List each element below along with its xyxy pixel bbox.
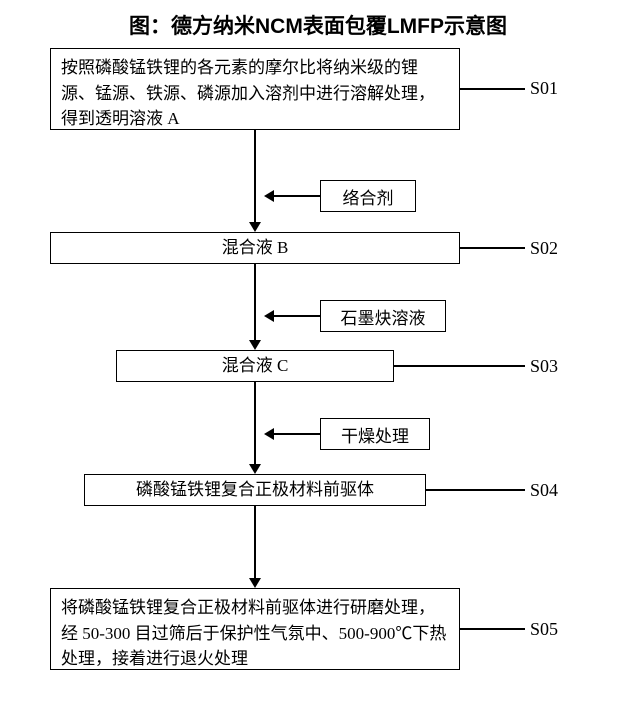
v-arrow-0-head [249,222,261,232]
v-arrow-3-head [249,578,261,588]
side-arrow-1-head [264,190,274,202]
step-s01-text: 按照磷酸锰铁锂的各元素的摩尔比将纳米级的锂源、锰源、铁源、磷源加入溶剂中进行溶解… [61,58,435,128]
side-arrow-1-line [272,195,320,197]
side-text-3: 干燥处理 [341,422,409,447]
leader-s05 [460,628,525,630]
step-s04-box: 磷酸锰铁锂复合正极材料前驱体 [84,474,426,506]
side-arrow-3-line [272,433,320,435]
side-text-2: 石墨炔溶液 [341,304,426,329]
label-s02: S02 [530,238,558,259]
step-s02-box: 混合液 B [50,232,460,264]
side-text-1: 络合剂 [343,184,394,209]
step-s02-text: 混合液 B [222,235,289,261]
step-s05-text: 将磷酸锰铁锂复合正极材料前驱体进行研磨处理，经 50-300 目过筛后于保护性气… [61,598,446,668]
v-arrow-0-line [254,130,256,224]
leader-s03 [394,365,525,367]
side-box-drying: 干燥处理 [320,418,430,450]
side-arrow-2-line [272,315,320,317]
step-s01-box: 按照磷酸锰铁锂的各元素的摩尔比将纳米级的锂源、锰源、铁源、磷源加入溶剂中进行溶解… [50,48,460,130]
side-arrow-3-head [264,428,274,440]
step-s03-box: 混合液 C [116,350,394,382]
label-s01: S01 [530,78,558,99]
leader-s02 [460,247,525,249]
side-box-chelating-agent: 络合剂 [320,180,416,212]
v-arrow-2-line [254,382,256,466]
leader-s01 [460,88,525,90]
step-s05-box: 将磷酸锰铁锂复合正极材料前驱体进行研磨处理，经 50-300 目过筛后于保护性气… [50,588,460,670]
diagram-title: 图：德方纳米NCM表面包覆LMFP示意图 [0,0,636,48]
label-s04: S04 [530,480,558,501]
step-s04-text: 磷酸锰铁锂复合正极材料前驱体 [136,477,374,503]
v-arrow-3-line [254,506,256,580]
leader-s04 [426,489,525,491]
side-box-graphyne: 石墨炔溶液 [320,300,446,332]
label-s05: S05 [530,619,558,640]
label-s03: S03 [530,356,558,377]
v-arrow-2-head [249,464,261,474]
v-arrow-1-line [254,264,256,342]
side-arrow-2-head [264,310,274,322]
v-arrow-1-head [249,340,261,350]
step-s03-text: 混合液 C [222,353,289,379]
flow-diagram: 按照磷酸锰铁锂的各元素的摩尔比将纳米级的锂源、锰源、铁源、磷源加入溶剂中进行溶解… [30,48,600,698]
